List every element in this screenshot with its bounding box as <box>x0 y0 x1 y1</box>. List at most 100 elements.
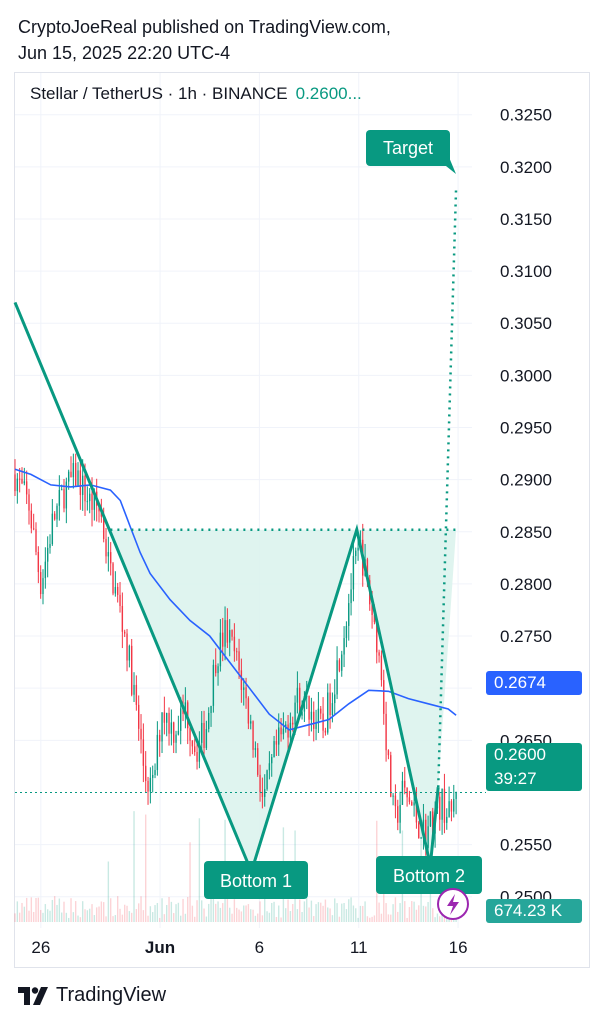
candle-body <box>320 708 322 714</box>
candle-body <box>404 780 406 788</box>
volume-bar <box>123 904 126 922</box>
candle-body <box>30 510 33 529</box>
candle-body <box>439 796 441 820</box>
volume-bar <box>219 907 222 922</box>
volume-bar <box>436 913 439 922</box>
target-projection <box>436 187 458 788</box>
candle-body <box>387 750 390 756</box>
volume-bar <box>98 906 100 922</box>
candle-body <box>58 489 61 506</box>
candle-body <box>280 727 282 735</box>
target-label: Target <box>366 130 456 174</box>
candle-body <box>376 622 378 653</box>
lightning-icon[interactable] <box>437 888 469 920</box>
volume-bar <box>28 910 30 922</box>
candle-body <box>261 792 264 797</box>
candle-body <box>378 652 380 656</box>
price-tick-label: 0.2900 <box>500 471 552 490</box>
volume-bar <box>142 910 145 922</box>
volume-bar <box>383 872 385 922</box>
volume-bar <box>315 904 317 922</box>
volume-bar <box>240 911 243 922</box>
tradingview-logo-icon <box>18 986 48 1005</box>
candle-body <box>217 666 219 674</box>
candle-body <box>16 478 19 492</box>
time-axis[interactable]: 26 Jun 6 11 16 <box>31 938 467 957</box>
candle-body <box>177 730 180 735</box>
volume-bar <box>394 897 397 922</box>
volume-bar <box>264 896 266 922</box>
volume-bar <box>273 901 275 922</box>
candle-body <box>324 730 327 733</box>
volume-bar <box>60 912 63 922</box>
volume-bar <box>81 901 84 922</box>
volume-bar <box>406 917 408 922</box>
volume-bar <box>408 907 411 922</box>
tradingview-footer[interactable]: TradingView <box>18 984 166 1007</box>
volume-bar <box>385 903 387 922</box>
volume-bar <box>306 897 308 922</box>
volume-bar <box>126 905 128 922</box>
candle-body <box>247 698 250 724</box>
candle-body <box>147 780 149 792</box>
volume-bar <box>266 911 268 922</box>
volume-bar <box>147 915 149 922</box>
candle-body <box>203 722 205 748</box>
candle-body <box>166 712 168 723</box>
candle-body <box>348 603 350 626</box>
volume-bar <box>18 912 21 922</box>
candle-body <box>420 837 422 839</box>
volume-bar <box>175 904 177 922</box>
volume-bar <box>119 908 121 922</box>
volume-bar <box>271 902 273 922</box>
volume-bar <box>345 909 348 922</box>
volume-bar <box>275 916 278 922</box>
volume-bar <box>105 916 107 922</box>
candle-body <box>401 780 404 805</box>
volume-bar <box>392 904 394 922</box>
candle-body <box>154 770 156 776</box>
volume-bar <box>49 910 51 922</box>
volume-bar <box>229 907 231 922</box>
candle-body <box>450 801 453 812</box>
candle-body <box>114 586 117 594</box>
volume-bar <box>79 917 82 922</box>
candle-body <box>119 594 121 606</box>
candle-body <box>392 795 394 797</box>
volume-bar <box>259 901 261 922</box>
volume-bar <box>222 903 224 922</box>
candle-body <box>327 692 329 733</box>
candle-body <box>44 561 47 579</box>
volume-bar <box>399 903 401 922</box>
volume-bar <box>102 902 105 922</box>
candle-body <box>65 481 68 509</box>
candle-body <box>173 722 175 743</box>
volume-bar <box>74 901 77 922</box>
volume-bar <box>336 903 338 922</box>
volume-bar <box>350 897 352 922</box>
candle-body <box>46 547 49 562</box>
volume-bar <box>163 914 166 922</box>
volume-bar <box>63 901 65 922</box>
symbol-legend[interactable]: Stellar / TetherUS · 1h · BINANCE 0.2600.… <box>30 84 362 104</box>
volume-bar <box>154 905 156 922</box>
volume-bar <box>343 903 345 922</box>
volume-bar <box>296 909 299 922</box>
volume-bar <box>46 909 49 922</box>
volume-bar <box>357 917 359 922</box>
volume-bar <box>161 898 163 922</box>
candle-body <box>229 630 231 643</box>
price-tick-label: 0.2750 <box>500 627 552 646</box>
candle-body <box>429 811 432 827</box>
last-price-tag: 0.2600 39:27 <box>486 743 582 791</box>
chart-panel[interactable] <box>14 72 590 968</box>
volume-bar <box>130 912 133 922</box>
candle-body <box>156 734 159 771</box>
candle-body <box>233 636 236 652</box>
volume-bar <box>252 909 254 922</box>
candle-body <box>14 474 16 492</box>
brand-text: TradingView <box>56 984 167 1006</box>
candle-body <box>105 538 107 557</box>
volume-bar <box>324 899 327 922</box>
